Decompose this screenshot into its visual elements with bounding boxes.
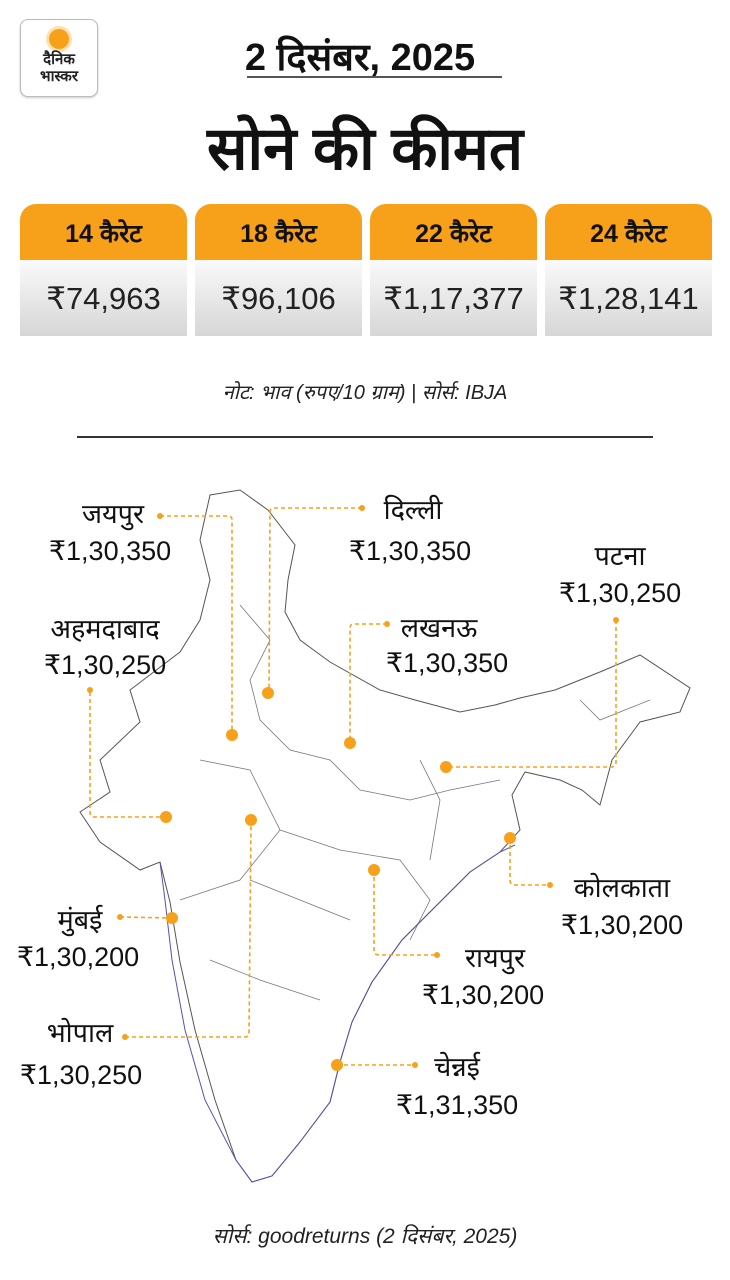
city-lucknow: लखनऊ [400, 613, 478, 643]
price-delhi: ₹1,30,350 [348, 536, 472, 566]
leader-mumbai [119, 916, 173, 919]
price-jaipur: ₹1,30,350 [48, 536, 172, 566]
city-jaipur: जयपुर [81, 499, 145, 529]
city-chennai: चेन्नई [434, 1052, 480, 1082]
end-mumbai [117, 914, 123, 920]
carat-card-14: 14 कैरेट ₹74,963 [20, 204, 187, 336]
carat-card-24: 24 कैरेट ₹1,28,141 [545, 204, 712, 336]
dot-kolkata [504, 832, 516, 844]
price-patna: ₹1,30,250 [558, 578, 682, 608]
dot-delhi [262, 687, 274, 699]
logo-line2: भास्कर [40, 68, 78, 85]
city-bhopal: भोपाल [46, 1018, 114, 1048]
city-delhi: दिल्ली [383, 495, 443, 525]
leader-lines [89, 507, 617, 1066]
leader-bhopal [125, 819, 252, 1038]
city-ahmedabad: अहमदाबाद [50, 614, 160, 644]
state-borders [179, 604, 651, 1001]
carat-price: ₹96,106 [195, 260, 362, 336]
city-patna: पटना [594, 541, 646, 571]
dot-bhopal [245, 814, 257, 826]
note-text: नोट: भाव (रुपए/10 ग्राम) | सोर्स: IBJA [222, 382, 508, 404]
end-bhopal [122, 1034, 128, 1040]
carat-price: ₹1,17,377 [370, 260, 537, 336]
leader-delhi [268, 507, 362, 694]
dot-ahmedabad [160, 811, 172, 823]
price-bhopal: ₹1,30,250 [19, 1060, 143, 1090]
carat-card-22: 22 कैरेट ₹1,17,377 [370, 204, 537, 336]
dot-raipur [368, 864, 380, 876]
carat-label: 24 कैरेट [545, 204, 712, 260]
coastline [159, 844, 516, 1183]
divider [77, 436, 653, 438]
leader-kolkata [509, 838, 550, 886]
leader-raipur [373, 870, 437, 956]
carat-label: 18 कैरेट [195, 204, 362, 260]
logo-line1: दैनिक [43, 51, 75, 68]
leader-jaipur [160, 515, 233, 735]
source-text: सोर्स: goodreturns (2 दिसंबर, 2025) [212, 1225, 518, 1248]
price-lucknow: ₹1,30,350 [385, 648, 509, 678]
price-mumbai: ₹1,30,200 [16, 942, 140, 972]
dot-chennai [331, 1059, 343, 1071]
end-patna [613, 617, 619, 623]
page-title: सोने की कीमत [206, 115, 524, 182]
price-raipur: ₹1,30,200 [421, 980, 545, 1010]
dot-patna [440, 761, 452, 773]
dot-jaipur [226, 729, 238, 741]
dot-mumbai [166, 912, 178, 924]
date-underline [247, 76, 502, 78]
end-delhi [359, 505, 365, 511]
carat-price: ₹1,28,141 [545, 260, 712, 336]
date-heading: 2 दिसंबर, 2025 [244, 37, 476, 79]
leader-ahmedabad [89, 692, 166, 818]
leader-patna [446, 620, 617, 768]
carat-label: 14 कैरेट [20, 204, 187, 260]
end-ahmedabad [87, 687, 93, 693]
carat-card-18: 18 कैरेट ₹96,106 [195, 204, 362, 336]
city-kolkata: कोलकाता [573, 873, 671, 903]
sun-icon [49, 29, 69, 49]
end-raipur [434, 952, 440, 958]
dot-lucknow [344, 737, 356, 749]
leader-lucknow [349, 623, 387, 743]
dainik-bhaskar-logo: दैनिक भास्कर [20, 19, 98, 97]
end-chennai [412, 1062, 418, 1068]
end-kolkata [547, 882, 553, 888]
end-jaipur [157, 513, 163, 519]
price-chennai: ₹1,31,350 [395, 1090, 519, 1120]
city-raipur: रायपुर [464, 943, 526, 973]
price-kolkata: ₹1,30,200 [560, 910, 684, 940]
carat-label: 22 कैरेट [370, 204, 537, 260]
city-mumbai: मुंबई [57, 905, 103, 935]
price-ahmedabad: ₹1,30,250 [43, 650, 167, 680]
end-lucknow [384, 621, 390, 627]
carat-price: ₹74,963 [20, 260, 187, 336]
